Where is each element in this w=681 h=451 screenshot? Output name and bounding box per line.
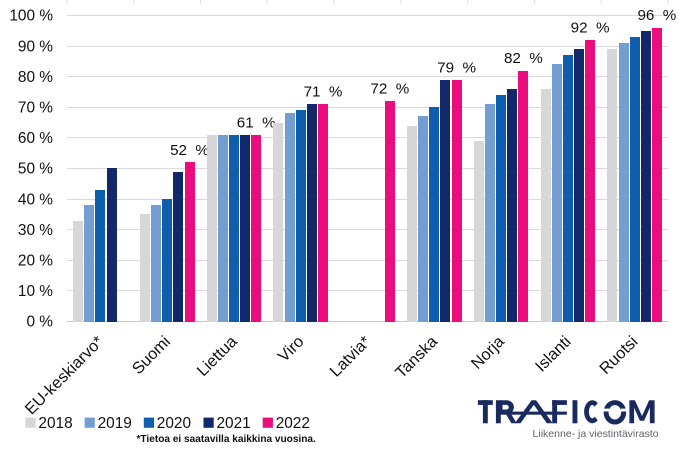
svg-text:30 %: 30 % — [18, 222, 53, 239]
svg-text:100 %: 100 % — [9, 8, 53, 25]
svg-text:71 %: 71 % — [304, 84, 343, 101]
svg-text:40 %: 40 % — [18, 191, 53, 208]
svg-text:82 %: 82 % — [504, 50, 543, 67]
svg-text:20 %: 20 % — [18, 253, 53, 270]
svg-text:52 %: 52 % — [170, 142, 209, 159]
svg-text:2022: 2022 — [276, 415, 310, 432]
svg-text:72 %: 72 % — [370, 81, 409, 98]
svg-text:*Tietoa ei saatavilla kaikkina: *Tietoa ei saatavilla kaikkina vuosina. — [137, 434, 317, 445]
svg-text:96 %: 96 % — [637, 7, 676, 24]
svg-text:61 %: 61 % — [237, 114, 276, 131]
svg-text:2021: 2021 — [217, 415, 251, 432]
svg-text:Liikenne- ja viestintävirasto: Liikenne- ja viestintävirasto — [533, 428, 659, 440]
svg-text:50 %: 50 % — [18, 161, 53, 178]
svg-text:90 %: 90 % — [18, 38, 53, 55]
svg-text:60 %: 60 % — [18, 130, 53, 147]
svg-text:0 %: 0 % — [26, 314, 53, 331]
svg-text:2020: 2020 — [157, 415, 191, 432]
svg-text:92 %: 92 % — [571, 20, 610, 37]
svg-text:70 %: 70 % — [18, 100, 53, 117]
svg-text:2018: 2018 — [38, 415, 72, 432]
svg-text:80 %: 80 % — [18, 69, 53, 86]
svg-text:10 %: 10 % — [18, 283, 53, 300]
svg-text:2019: 2019 — [98, 415, 132, 432]
svg-text:79 %: 79 % — [437, 59, 476, 76]
